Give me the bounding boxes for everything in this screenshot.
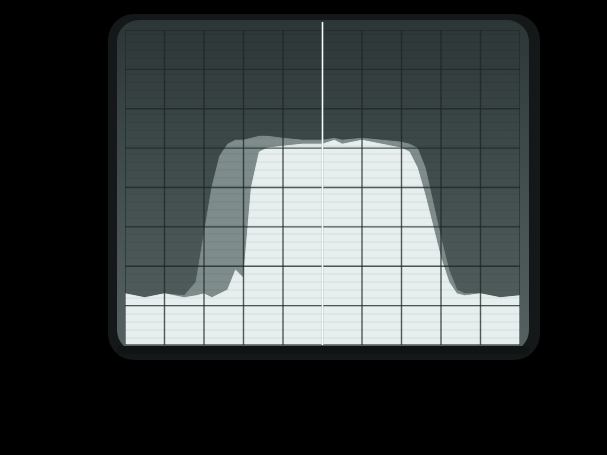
- analyzer-photo: [0, 0, 607, 455]
- bezel-edge: [117, 346, 529, 354]
- screen: [117, 20, 529, 352]
- bezel: [108, 14, 540, 360]
- marker-line: [322, 22, 324, 345]
